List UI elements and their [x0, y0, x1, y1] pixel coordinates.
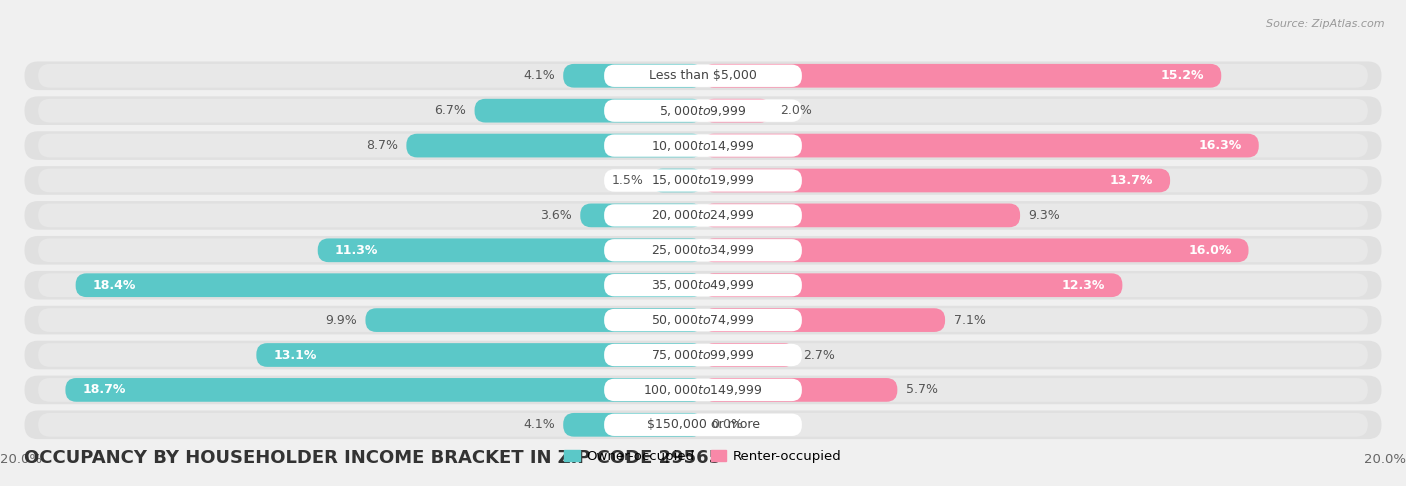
- FancyBboxPatch shape: [38, 308, 1368, 332]
- Text: 5.7%: 5.7%: [905, 383, 938, 397]
- Legend: Owner-occupied, Renter-occupied: Owner-occupied, Renter-occupied: [560, 445, 846, 469]
- FancyBboxPatch shape: [406, 134, 703, 157]
- Text: 9.3%: 9.3%: [1029, 209, 1060, 222]
- Text: 16.0%: 16.0%: [1188, 244, 1232, 257]
- FancyBboxPatch shape: [564, 64, 703, 87]
- FancyBboxPatch shape: [605, 344, 801, 366]
- FancyBboxPatch shape: [24, 61, 1382, 90]
- FancyBboxPatch shape: [605, 239, 801, 261]
- Text: 15.2%: 15.2%: [1161, 69, 1204, 82]
- FancyBboxPatch shape: [24, 306, 1382, 334]
- FancyBboxPatch shape: [256, 343, 703, 367]
- FancyBboxPatch shape: [605, 169, 801, 191]
- Text: OCCUPANCY BY HOUSEHOLDER INCOME BRACKET IN ZIP CODE 29565: OCCUPANCY BY HOUSEHOLDER INCOME BRACKET …: [24, 449, 721, 467]
- Text: 12.3%: 12.3%: [1062, 278, 1105, 292]
- Text: 4.1%: 4.1%: [523, 69, 555, 82]
- Text: $100,000 to $149,999: $100,000 to $149,999: [644, 383, 762, 397]
- FancyBboxPatch shape: [38, 239, 1368, 262]
- Text: $25,000 to $34,999: $25,000 to $34,999: [651, 243, 755, 257]
- FancyBboxPatch shape: [76, 273, 703, 297]
- FancyBboxPatch shape: [703, 239, 1249, 262]
- FancyBboxPatch shape: [24, 201, 1382, 230]
- Text: 9.9%: 9.9%: [325, 313, 357, 327]
- Text: 0.0%: 0.0%: [711, 418, 744, 431]
- FancyBboxPatch shape: [318, 239, 703, 262]
- FancyBboxPatch shape: [38, 273, 1368, 297]
- Text: $15,000 to $19,999: $15,000 to $19,999: [651, 174, 755, 188]
- FancyBboxPatch shape: [703, 273, 1122, 297]
- FancyBboxPatch shape: [703, 378, 897, 402]
- FancyBboxPatch shape: [605, 414, 801, 436]
- FancyBboxPatch shape: [66, 378, 703, 402]
- FancyBboxPatch shape: [581, 204, 703, 227]
- FancyBboxPatch shape: [564, 413, 703, 437]
- FancyBboxPatch shape: [605, 204, 801, 226]
- FancyBboxPatch shape: [24, 411, 1382, 439]
- FancyBboxPatch shape: [24, 96, 1382, 125]
- FancyBboxPatch shape: [703, 64, 1222, 87]
- FancyBboxPatch shape: [24, 166, 1382, 195]
- Text: 3.6%: 3.6%: [540, 209, 572, 222]
- FancyBboxPatch shape: [605, 274, 801, 296]
- FancyBboxPatch shape: [24, 341, 1382, 369]
- Text: 2.0%: 2.0%: [780, 104, 811, 117]
- Text: $35,000 to $49,999: $35,000 to $49,999: [651, 278, 755, 292]
- Text: Less than $5,000: Less than $5,000: [650, 69, 756, 82]
- Text: 16.3%: 16.3%: [1198, 139, 1241, 152]
- FancyBboxPatch shape: [605, 65, 801, 87]
- FancyBboxPatch shape: [703, 169, 1170, 192]
- Text: $75,000 to $99,999: $75,000 to $99,999: [651, 348, 755, 362]
- Text: 7.1%: 7.1%: [953, 313, 986, 327]
- FancyBboxPatch shape: [38, 378, 1368, 402]
- Text: 2.7%: 2.7%: [804, 348, 835, 362]
- FancyBboxPatch shape: [38, 169, 1368, 192]
- FancyBboxPatch shape: [24, 131, 1382, 160]
- FancyBboxPatch shape: [605, 135, 801, 157]
- Text: 6.7%: 6.7%: [434, 104, 465, 117]
- FancyBboxPatch shape: [703, 204, 1021, 227]
- FancyBboxPatch shape: [24, 376, 1382, 404]
- Text: $5,000 to $9,999: $5,000 to $9,999: [659, 104, 747, 118]
- Text: 13.1%: 13.1%: [273, 348, 316, 362]
- FancyBboxPatch shape: [703, 134, 1258, 157]
- FancyBboxPatch shape: [38, 413, 1368, 437]
- FancyBboxPatch shape: [703, 343, 794, 367]
- FancyBboxPatch shape: [38, 343, 1368, 367]
- FancyBboxPatch shape: [38, 204, 1368, 227]
- Text: 11.3%: 11.3%: [335, 244, 378, 257]
- FancyBboxPatch shape: [38, 134, 1368, 157]
- FancyBboxPatch shape: [366, 308, 703, 332]
- Text: $10,000 to $14,999: $10,000 to $14,999: [651, 139, 755, 153]
- FancyBboxPatch shape: [652, 169, 703, 192]
- Text: 8.7%: 8.7%: [366, 139, 398, 152]
- FancyBboxPatch shape: [703, 99, 772, 122]
- FancyBboxPatch shape: [24, 271, 1382, 299]
- FancyBboxPatch shape: [703, 308, 945, 332]
- FancyBboxPatch shape: [475, 99, 703, 122]
- Text: $150,000 or more: $150,000 or more: [647, 418, 759, 431]
- Text: 1.5%: 1.5%: [612, 174, 644, 187]
- FancyBboxPatch shape: [38, 64, 1368, 87]
- Text: $20,000 to $24,999: $20,000 to $24,999: [651, 208, 755, 223]
- FancyBboxPatch shape: [24, 236, 1382, 264]
- Text: Source: ZipAtlas.com: Source: ZipAtlas.com: [1267, 19, 1385, 30]
- FancyBboxPatch shape: [38, 99, 1368, 122]
- FancyBboxPatch shape: [605, 100, 801, 122]
- Text: 4.1%: 4.1%: [523, 418, 555, 431]
- FancyBboxPatch shape: [605, 379, 801, 401]
- FancyBboxPatch shape: [605, 309, 801, 331]
- Text: 18.4%: 18.4%: [93, 278, 136, 292]
- Text: 18.7%: 18.7%: [83, 383, 125, 397]
- Text: 13.7%: 13.7%: [1109, 174, 1153, 187]
- Text: $50,000 to $74,999: $50,000 to $74,999: [651, 313, 755, 327]
